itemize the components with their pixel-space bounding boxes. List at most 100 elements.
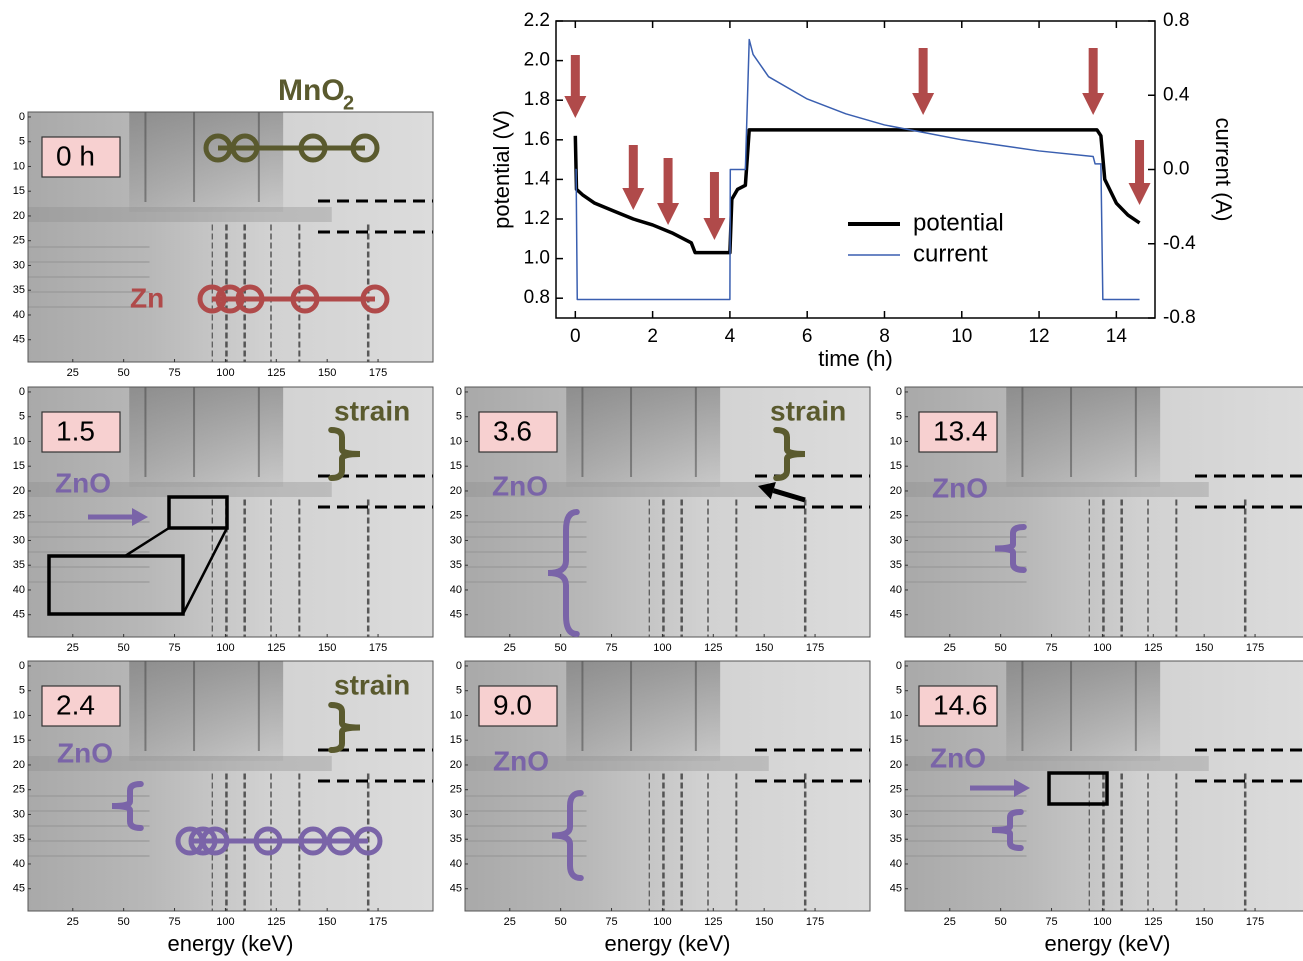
y-tick-label: 40	[890, 858, 902, 870]
y-tick-label: 20	[13, 210, 25, 222]
x-tick-label: 125	[704, 916, 722, 928]
y2-tick-label: -0.8	[1163, 307, 1196, 328]
image-frame	[904, 386, 1303, 638]
y-axis-label: potential (V)	[489, 110, 514, 229]
y-tick-label: 20	[890, 485, 902, 497]
x-axis-label: energy (keV)	[605, 931, 731, 956]
chain-ring	[326, 826, 356, 856]
arrow-head	[1014, 779, 1030, 797]
image-band	[566, 661, 721, 761]
y-tick-label: 20	[13, 759, 25, 771]
image-frame	[27, 386, 434, 638]
series-line	[575, 38, 1140, 301]
y-tick-label: 30	[13, 808, 25, 820]
x-tick-label: 75	[168, 916, 180, 928]
y-tick-label: 0	[19, 111, 25, 123]
time-label: 14.6	[933, 689, 988, 720]
x-tick-label: 150	[318, 916, 336, 928]
y-tick-label: 1.2	[524, 208, 550, 229]
image-band	[28, 207, 332, 222]
y-tick-label: 2.0	[524, 50, 550, 71]
y-tick-label: 30	[450, 808, 462, 820]
x-tick-label: 50	[995, 916, 1007, 928]
x-tick-label: 175	[806, 916, 824, 928]
x-tick-label: 25	[504, 642, 516, 654]
y-tick-label: 35	[13, 833, 25, 845]
zoom-link	[181, 527, 229, 615]
image-band	[129, 387, 284, 487]
image-band	[465, 482, 769, 497]
x-tick-label: 100	[653, 642, 671, 654]
y-tick-label: 25	[13, 235, 25, 247]
x-tick-label: 175	[1246, 916, 1264, 928]
x-tick-label: 25	[67, 367, 79, 379]
chain-ring	[230, 133, 260, 163]
brace	[111, 781, 144, 831]
chain-ring	[197, 284, 227, 314]
annotation-zno: ZnO	[932, 472, 988, 503]
image-band	[1006, 387, 1161, 487]
y-tick-label: 45	[13, 609, 25, 621]
x-tick-label: 75	[605, 642, 617, 654]
y-tick-label: 1.4	[524, 168, 551, 189]
time-label-box	[41, 685, 121, 727]
y-tick-label: 5	[19, 136, 25, 148]
image-panel	[464, 386, 871, 638]
x-tick-label: 175	[369, 367, 387, 379]
x-tick-label: 100	[1093, 916, 1111, 928]
x-tick-label: 0	[570, 326, 581, 347]
time-label-box	[478, 685, 558, 727]
y-tick-label: 45	[890, 883, 902, 895]
x-tick-label: 50	[555, 916, 567, 928]
image-band	[28, 756, 332, 771]
x-tick-label: 100	[653, 916, 671, 928]
y-tick-label: 10	[890, 709, 902, 721]
y-tick-label: 0	[19, 386, 25, 398]
x-tick-label: 150	[318, 642, 336, 654]
brace	[328, 702, 361, 753]
arrow-head	[132, 508, 148, 526]
x-tick-label: 2	[647, 326, 658, 347]
x-tick-label: 50	[555, 642, 567, 654]
image-band	[129, 112, 284, 212]
y-tick-label: 35	[450, 559, 462, 571]
x-tick-label: 25	[944, 916, 956, 928]
x-tick-label: 8	[879, 326, 890, 347]
time-label-box	[478, 411, 558, 453]
x-tick-label: 75	[605, 916, 617, 928]
brace	[991, 809, 1024, 851]
y-tick-label: 0	[456, 660, 462, 672]
image-frame	[27, 111, 434, 363]
y-tick-label: 0.8	[524, 287, 550, 308]
zoom-link	[124, 526, 170, 558]
y-tick-label: 2.2	[524, 10, 550, 31]
chain-ring	[235, 284, 265, 314]
image-frame	[464, 386, 871, 638]
x-axis-label: time (h)	[818, 346, 893, 371]
annotation-zno: ZnO	[57, 737, 113, 768]
y-tick-label: 40	[13, 858, 25, 870]
y-tick-label: 1.6	[524, 129, 550, 150]
legend-label: current	[913, 240, 988, 267]
image-frame	[464, 660, 871, 912]
y-tick-label: 30	[890, 808, 902, 820]
brace	[773, 427, 806, 481]
y-tick-label: 5	[456, 411, 462, 423]
x-tick-label: 125	[1144, 916, 1162, 928]
y-tick-label: 45	[450, 883, 462, 895]
chain-ring	[290, 284, 320, 314]
y-tick-label: 45	[13, 883, 25, 895]
y-tick-label: 35	[13, 284, 25, 296]
arrow-shaft	[772, 488, 806, 503]
time-label: 1.5	[56, 415, 95, 446]
chain-ring	[188, 826, 218, 856]
x-tick-label: 175	[806, 642, 824, 654]
y-tick-label: 45	[890, 609, 902, 621]
time-label-box	[918, 685, 998, 727]
x-tick-label: 75	[1045, 916, 1057, 928]
time-label: 9.0	[493, 689, 532, 720]
x-tick-label: 4	[725, 326, 736, 347]
x-tick-label: 12	[1028, 326, 1049, 347]
x-tick-label: 25	[67, 642, 79, 654]
